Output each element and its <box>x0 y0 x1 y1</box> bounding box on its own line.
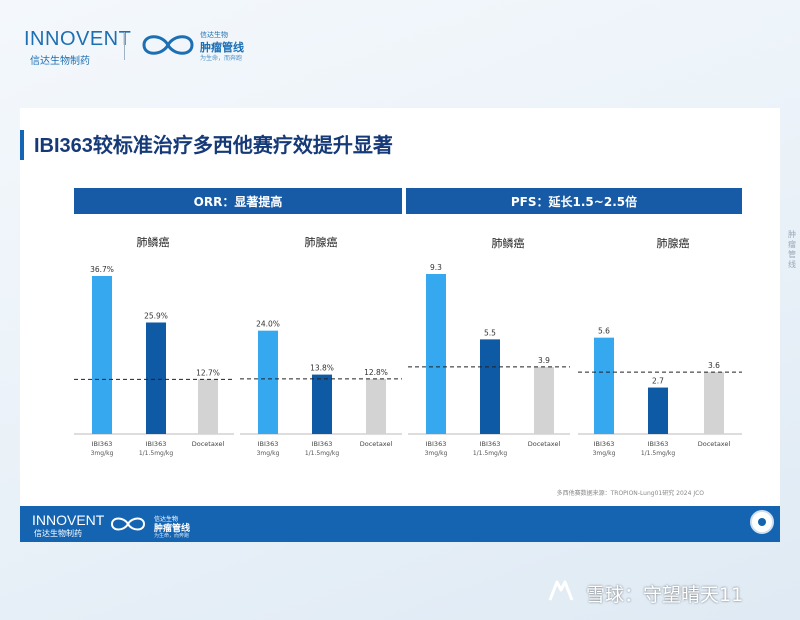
partner-line2: 肿瘤管线 <box>200 41 244 54</box>
edge-label: 肿瘤管线 <box>788 230 796 269</box>
chart-title-3: 肺腺癌 <box>657 236 690 250</box>
data-label-1-1: 13.8% <box>310 364 334 373</box>
data-label-0-1: 25.9% <box>144 311 168 320</box>
header-divider <box>124 32 125 60</box>
bar-0-2 <box>198 379 218 434</box>
data-label-2-1: 5.5 <box>484 328 496 337</box>
data-source-note: 多西他赛数据来源：TROPION-Lung01研究 2024 JCO <box>556 490 704 497</box>
data-label-2-2: 3.9 <box>538 356 550 365</box>
tick-label-3-2: Docetaxel <box>698 440 731 448</box>
bar-0-1 <box>146 322 166 434</box>
footer-brand: INNOVENT <box>32 512 105 528</box>
tick-label-2-2: Docetaxel <box>528 440 561 448</box>
bar-3-2 <box>704 372 724 434</box>
data-label-3-0: 5.6 <box>598 327 610 336</box>
bar-3-1 <box>648 387 668 434</box>
bar-1-1 <box>312 374 332 434</box>
chart-title-2: 肺鳞癌 <box>492 236 525 250</box>
footer-partner-line2: 肿瘤管线 <box>154 524 191 534</box>
bar-2-1 <box>480 339 500 434</box>
chart-title-0: 肺鳞癌 <box>137 235 170 249</box>
tick-sublabel-2-1: 1/1.5mg/kg <box>473 450 508 457</box>
tick-label-2-1: IBI363 <box>480 440 501 448</box>
footer-infinity-logo-icon <box>110 517 146 531</box>
tick-sublabel-0-0: 3mg/kg <box>91 450 114 457</box>
bar-1-2 <box>366 378 386 434</box>
orr-band: ORR：显著提高 <box>74 188 402 214</box>
data-label-1-0: 24.0% <box>256 320 280 329</box>
header: INNOVENT 信达生物制药 信达生物 肿瘤管线 为生命，而奔跑 <box>0 0 800 100</box>
bar-3-0 <box>594 337 614 434</box>
tick-label-1-1: IBI363 <box>312 440 333 448</box>
infinity-logo-icon <box>142 35 194 55</box>
data-label-2-0: 9.3 <box>430 263 442 272</box>
footer-partner-tagline: 为生命，而奔跑 <box>154 533 190 539</box>
footer-bar <box>20 506 780 542</box>
tick-label-3-0: IBI363 <box>594 440 615 448</box>
title-accent-bar <box>20 130 24 160</box>
data-label-0-2: 12.7% <box>196 368 220 377</box>
bar-2-0 <box>426 274 446 434</box>
partner-line1: 信达生物 <box>200 31 228 39</box>
data-label-0-0: 36.7% <box>90 265 114 274</box>
data-label-3-2: 3.6 <box>708 361 720 370</box>
chart-title-1: 肺腺癌 <box>305 235 338 249</box>
bar-0-0 <box>92 276 112 434</box>
tick-sublabel-1-0: 3mg/kg <box>257 450 280 457</box>
data-label-3-1: 2.7 <box>652 377 664 386</box>
pfs-band: PFS：延长1.5~2.5倍 <box>406 188 742 214</box>
watermark-logo-icon <box>548 580 574 601</box>
footer-partner-line1: 信达生物 <box>154 516 179 523</box>
brand-subtitle: 信达生物制药 <box>30 56 90 67</box>
brand-logo-text: INNOVENT <box>24 28 132 50</box>
watermark-text: 雪球：守望晴天11 <box>586 584 744 606</box>
tick-label-1-2: Docetaxel <box>360 440 393 448</box>
tick-sublabel-3-1: 1/1.5mg/kg <box>641 450 676 457</box>
data-label-1-2: 12.8% <box>364 368 388 377</box>
tick-label-0-1: IBI363 <box>146 440 167 448</box>
tick-label-3-1: IBI363 <box>648 440 669 448</box>
bar-2-2 <box>534 366 554 434</box>
tick-label-0-2: Docetaxel <box>192 440 225 448</box>
bar-1-0 <box>258 330 278 434</box>
tick-sublabel-1-1: 1/1.5mg/kg <box>305 450 340 457</box>
tick-label-0-0: IBI363 <box>92 440 113 448</box>
tick-sublabel-3-0: 3mg/kg <box>593 450 616 457</box>
seal-icon <box>750 510 774 534</box>
tick-label-1-0: IBI363 <box>258 440 279 448</box>
partner-tagline: 为生命，而奔跑 <box>200 55 243 62</box>
slide-title: IBI363较标准治疗多西他赛疗效提升显著 <box>34 135 393 157</box>
footer-brand-subtitle: 信达生物制药 <box>34 529 82 538</box>
tick-sublabel-0-1: 1/1.5mg/kg <box>139 450 174 457</box>
tick-sublabel-2-0: 3mg/kg <box>425 450 448 457</box>
tick-label-2-0: IBI363 <box>426 440 447 448</box>
